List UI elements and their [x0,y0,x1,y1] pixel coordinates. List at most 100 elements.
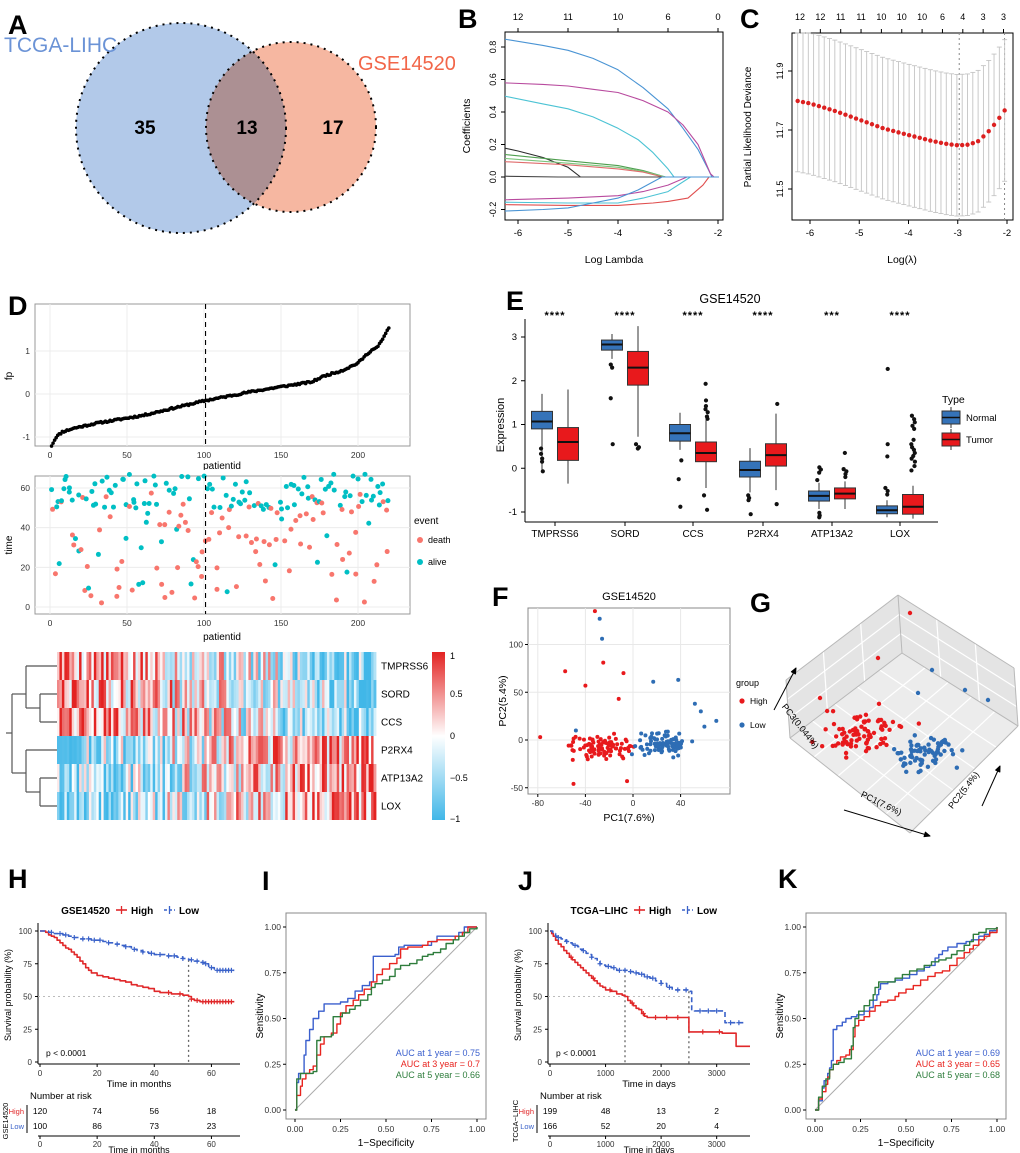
svg-text:50: 50 [122,618,132,628]
df-count-label: 11 [836,12,845,22]
svg-text:11.7: 11.7 [775,122,785,139]
significance-stars: **** [682,310,703,322]
legend-item-death: death [428,535,451,545]
svg-text:-6: -6 [806,228,814,239]
svg-text:0: 0 [48,450,53,460]
x-axis-label: patientid [203,632,241,643]
auc-label: AUC at 1 year = 0.75 [396,1048,480,1058]
panel-g-pca-3d: PC3(0.044%) PC1(7.6%) PC2(5.4%) [760,578,1020,850]
risk-row-label: Low [10,1122,24,1131]
legend-title: group [736,678,759,688]
svg-text:11.5: 11.5 [775,181,785,198]
venn-overlap-count: 13 [236,118,257,139]
legend-item-low: Low [179,906,199,917]
svg-text:100: 100 [197,618,211,628]
lasso-coefficient-paths: -6 12 -5 11 -4 10 -3 6 -2 0 -0.2 0.0 0.2 0.4 0.6 0.8 Log… [461,12,724,266]
y-axis-label: Partial Likelihood Deviance [743,66,754,187]
y-axis-label: Sensitivity [775,993,786,1038]
panel-c-letter: C [740,4,760,34]
svg-text:-1: -1 [22,432,30,442]
svg-text:1: 1 [25,346,30,356]
svg-text:0.50: 0.50 [264,1014,281,1024]
venn-right-circle [205,41,377,213]
risk-count: 100 [33,1121,47,1131]
df-count-label: 10 [613,12,624,23]
svg-text:40: 40 [150,1140,159,1149]
svg-text:-3: -3 [954,228,962,239]
panel-b-letter: B [458,4,478,34]
chart-title: TCGA−LIHC [571,906,629,917]
svg-text:25: 25 [23,1025,32,1034]
gene-label: P2RX4 [381,746,413,757]
svg-text:0: 0 [538,1058,543,1067]
panel-d-expression-heatmap: TMPRSS6 SORD CCS P2RX4 ATP13A2 LOX 1 0.5 0 −0.5 −1 [0,648,500,828]
df-count-label: 3 [1001,12,1006,22]
legend-item-low: Low [697,906,717,917]
panel-g-letter: G [750,588,772,618]
pca-3d-scatter: PC3(0.044%)PC1(7.6%) PC2(5.4%) [773,594,1019,838]
svg-text:0.50: 0.50 [378,1124,395,1134]
legend-item-high: High [750,696,768,706]
gene-category-label: ATP13A2 [811,529,853,540]
x-axis-label: PC1(7.6%) [603,812,654,824]
svg-text:20: 20 [93,1140,102,1149]
risk-count: 74 [92,1106,102,1116]
cv-deviance-plot: -6 -5 -4 -3 -2 11.5 11.7 11.9 12 12 11 11 10 10 10 6 4 3 3… [743,12,1014,266]
svg-text:Time in months: Time in months [108,1145,170,1153]
svg-text:150: 150 [274,618,288,628]
panel-i-roc-curve: 0.00 0.00 0.25 0.25 0.50 0.50 0.75 0.75 1.00 1.00… [250,855,510,1153]
legend-item-normal: Normal [966,413,997,424]
svg-text:0.50: 0.50 [784,1014,801,1024]
svg-text:200: 200 [351,618,365,628]
risk-count: 23 [207,1121,217,1131]
svg-text:3000: 3000 [708,1140,726,1149]
roc-curves: 0.00 0.00 0.25 0.25 0.50 0.50 0.75 0.75 1.00 1.00… [775,912,1007,1149]
df-count-label: 11 [856,12,865,22]
risk-count: 48 [601,1106,611,1116]
svg-text:-4: -4 [614,228,622,239]
svg-text:0: 0 [548,1069,553,1078]
svg-text:200: 200 [351,450,365,460]
panel-d-letter: D [8,291,28,321]
df-count-label: 6 [940,12,945,22]
svg-text:-0.2: -0.2 [488,202,498,218]
risk-count: 20 [656,1121,666,1131]
svg-text:60: 60 [207,1069,216,1078]
svg-text:0.00: 0.00 [784,1105,801,1115]
risk-table-title: Number at risk [30,1091,92,1102]
panel-k-letter: K [778,864,798,894]
svg-text:60: 60 [207,1140,216,1149]
svg-text:-2: -2 [714,228,722,239]
x-axis-label: patientid [203,461,241,470]
y-axis-label: time [4,535,15,554]
legend-item-high: High [649,906,671,917]
svg-text:40: 40 [676,798,686,808]
df-count-label: 10 [917,12,927,22]
svg-text:0.25: 0.25 [852,1124,869,1134]
risk-count: 73 [150,1121,160,1131]
chart-title: GSE14520 [61,906,110,917]
gene-label: LOX [381,802,401,813]
risk-group-label: TCGA−LIHC [511,1099,520,1142]
y-axis-label: Expression [495,398,507,452]
svg-text:1000: 1000 [597,1069,615,1078]
svg-text:50: 50 [533,993,542,1002]
svg-text:40: 40 [21,523,31,533]
svg-text:1.00: 1.00 [264,922,281,932]
legend-item-alive: alive [428,557,447,567]
svg-text:25: 25 [533,1025,542,1034]
chart-title: GSE14520 [699,292,760,306]
y-axis-label: Survival probability (%) [513,949,523,1041]
panel-j-km-curve: TCGA−LIHC High Low 0 25 50 75 100 0 1000 2000 3000 T… [510,855,770,1153]
auc-label: AUC at 3 year = 0.7 [401,1059,480,1069]
svg-text:1.00: 1.00 [469,1124,486,1134]
svg-text:75: 75 [533,960,542,969]
gene-label: SORD [381,690,410,701]
svg-text:0.4: 0.4 [488,106,498,119]
gene-category-label: CCS [682,529,703,540]
risk-count: 86 [92,1121,102,1131]
svg-text:11.9: 11.9 [775,63,785,80]
gene-category-label: TMPRSS6 [531,529,579,540]
risk-row-label: High [519,1107,534,1116]
